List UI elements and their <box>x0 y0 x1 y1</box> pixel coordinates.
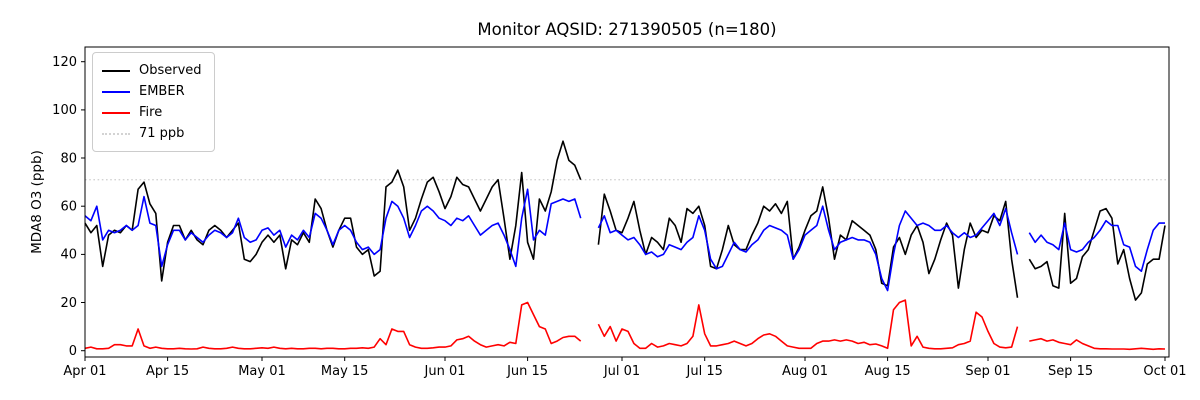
y-axis-label: MDA8 O3 (ppb) <box>29 150 45 254</box>
legend-line-swatch <box>102 132 130 135</box>
fire-line <box>84 299 1166 351</box>
legend-line-swatch <box>102 111 130 114</box>
legend-item-observed: Observed <box>102 60 202 81</box>
x-tick-label: Sep 15 <box>1048 364 1093 379</box>
y-axis-ticks: 0 20 40 60 80 100 120 <box>52 55 85 359</box>
x-tick-label: Aug 01 <box>782 364 828 379</box>
legend-label: 71 ppb <box>139 126 185 141</box>
x-tick-label: Jun 15 <box>506 364 548 379</box>
y-tick-label: 80 <box>60 151 77 166</box>
legend-label: Observed <box>139 63 202 78</box>
x-tick-label: May 01 <box>238 364 286 379</box>
y-tick-label: 120 <box>52 55 77 70</box>
legend-label: Fire <box>139 105 163 120</box>
x-tick-label: Jul 15 <box>686 364 723 379</box>
y-tick-label: 100 <box>52 103 77 118</box>
x-tick-label: Jul 01 <box>603 364 640 379</box>
x-tick-label: Apr 15 <box>146 364 189 379</box>
legend-item-fire: Fire <box>102 102 202 123</box>
ember-line <box>84 188 1165 292</box>
legend-line-swatch <box>102 69 130 72</box>
legend: Observed EMBER Fire 71 ppb <box>92 52 215 152</box>
x-tick-label: Jun 01 <box>424 364 466 379</box>
chart-title: Monitor AQSID: 271390505 (n=180) <box>477 20 777 39</box>
legend-label: EMBER <box>139 84 185 99</box>
y-tick-label: 20 <box>60 296 77 311</box>
x-tick-label: May 15 <box>321 364 369 379</box>
x-tick-label: Apr 01 <box>63 364 106 379</box>
axes-frame <box>84 46 1170 358</box>
x-tick-label: Oct 01 <box>1143 364 1186 379</box>
observed-line <box>84 140 1166 301</box>
y-tick-label: 40 <box>60 248 77 263</box>
legend-item-ember: EMBER <box>102 81 202 102</box>
legend-item-71-ppb: 71 ppb <box>102 123 202 144</box>
legend-line-swatch <box>102 90 130 93</box>
x-axis-ticks: Apr 01 Apr 15 May 01 May 15 Jun 01 Jun 15 Jul … <box>63 357 1187 379</box>
y-tick-label: 0 <box>69 344 77 359</box>
x-tick-label: Sep 01 <box>965 364 1010 379</box>
y-tick-label: 60 <box>60 199 77 214</box>
x-tick-label: Aug 15 <box>865 364 911 379</box>
